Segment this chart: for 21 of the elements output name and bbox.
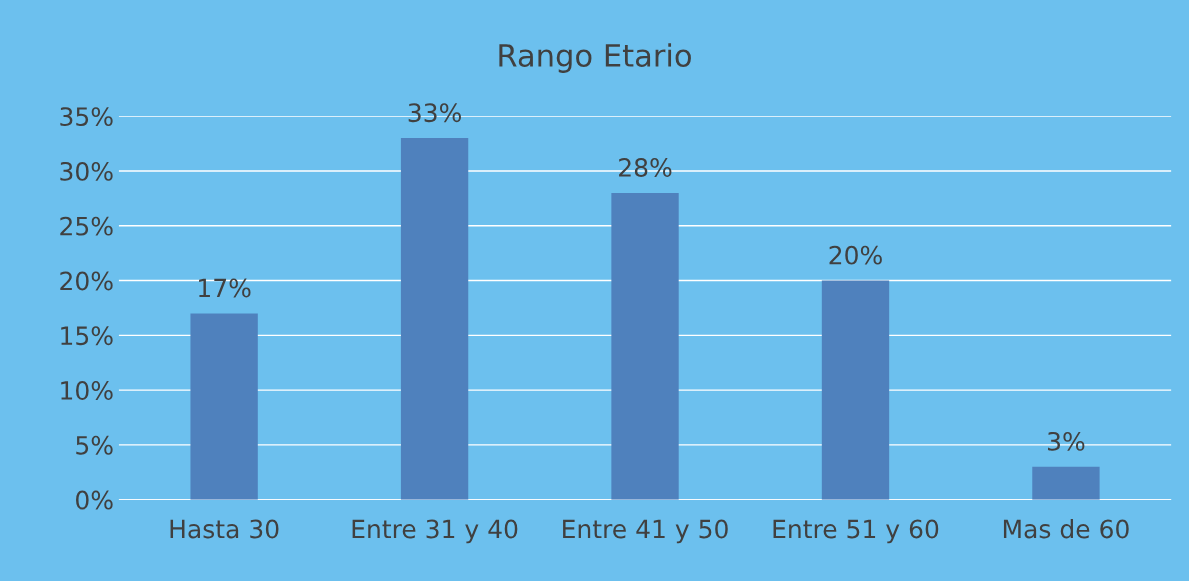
- x-tick-label: Entre 31 y 40: [352, 519, 518, 544]
- chart-title: Rango Etario: [499, 43, 691, 73]
- y-tick-label: 15%: [61, 326, 113, 346]
- x-tick-label: Mas de 60: [1003, 519, 1129, 539]
- x-tick-label: Entre 41 y 50: [563, 519, 728, 544]
- x-tick-label: Entre 51 y 60: [773, 519, 939, 544]
- y-tick-label: 10%: [61, 381, 113, 400]
- x-tick-label: Hasta 30: [170, 519, 279, 539]
- y-tick-label: 0%: [76, 490, 113, 510]
- bar: [190, 313, 258, 500]
- y-tick-label: 25%: [60, 216, 113, 236]
- y-tick-label: 35%: [60, 107, 113, 127]
- data-label: 20%: [829, 245, 882, 265]
- y-tick-label: 5%: [76, 435, 113, 455]
- data-label: 17%: [199, 278, 251, 298]
- bar: [611, 192, 679, 500]
- bar: [1032, 466, 1100, 500]
- bar: [400, 138, 469, 500]
- y-tick-label: 20%: [60, 271, 113, 291]
- y-tick-label: 30%: [60, 161, 113, 181]
- bar: [821, 280, 890, 500]
